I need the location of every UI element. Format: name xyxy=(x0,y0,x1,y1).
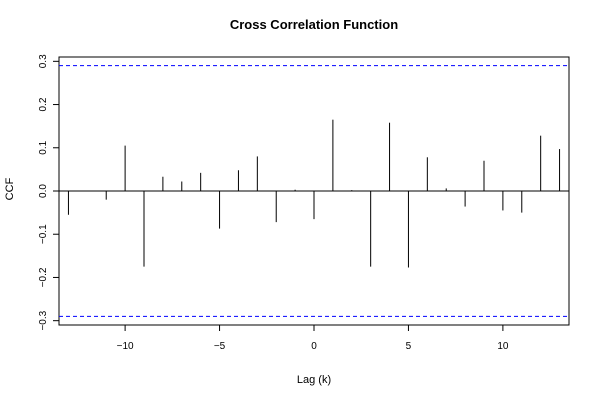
x-tick-label: 0 xyxy=(311,341,317,352)
chart-title: Cross Correlation Function xyxy=(230,17,398,32)
y-axis-label: CCF xyxy=(4,177,16,200)
y-tick-label: 0.3 xyxy=(38,54,49,68)
y-tick-label: 0.0 xyxy=(38,184,49,198)
x-tick-label: −5 xyxy=(214,341,226,352)
x-tick-label: 5 xyxy=(406,341,412,352)
y-tick-label: 0.1 xyxy=(38,140,49,154)
y-tick-label: −0.2 xyxy=(38,267,49,287)
x-axis-label: Lag (k) xyxy=(297,374,331,386)
x-tick-label: −10 xyxy=(117,341,134,352)
y-tick-label: −0.1 xyxy=(38,224,49,244)
chart-marks: −10 −5 0 5 10 −0.3 −0.2 −0.1 0.0 0.1 0.2 0.3 xyxy=(38,54,569,352)
x-tick-label: 10 xyxy=(497,341,509,352)
y-tick-label: −0.3 xyxy=(38,310,49,330)
y-tick-label: 0.2 xyxy=(38,97,49,111)
